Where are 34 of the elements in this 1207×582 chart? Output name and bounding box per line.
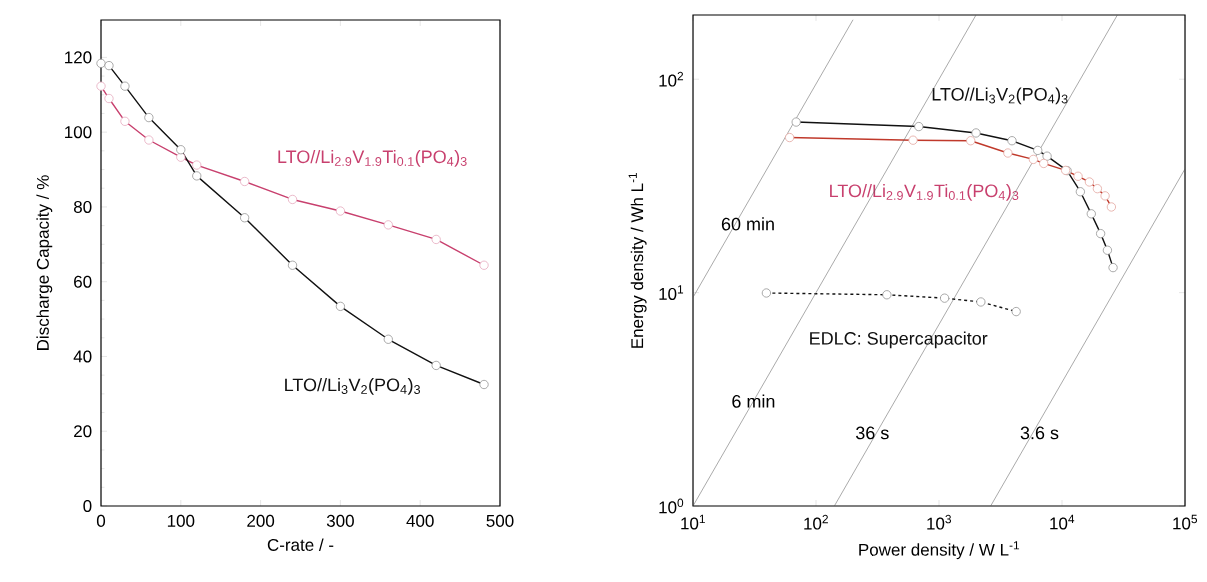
x-tick-label: 200 [247,514,275,527]
annotation: 60 min [721,217,774,231]
y-tick-label: 100 [65,126,92,139]
x-tick-label: 400 [406,514,434,527]
y-tick-label: 40 [73,350,92,363]
x-axis-title: C-rate / - [267,538,334,551]
y-axis-title: Energy density / Wh L$^{-1}$ [628,172,647,348]
x-tick-label: 0 [96,514,106,527]
x-tick-label: 500 [486,514,514,527]
series-label: LTO//Li$_{3}$V$_{2}$(PO$_{4}$)$_{3}$ [285,377,420,395]
x-axis-title: Power density / W L$^{-1}$ [859,541,1020,560]
x-tick-label: 10$^{2}$ [804,514,828,530]
x-tick-label: 10$^{5}$ [1173,514,1198,530]
y-tick-label: 0 [83,499,92,513]
y-tick-label: 10$^{2}$ [659,71,684,87]
annotation: 3.6 s [1020,426,1059,440]
x-tick-label: 10$^{3}$ [927,514,952,530]
annotation: 36 s [856,426,889,440]
text: LTO//Li$_{2.9}$V$_{1.9}$Ti$_{0.1}$(PO$_{4}$)$_{3}$ [830,183,1019,201]
text: LTO//Li$_{2.9}$V$_{1.9}$Ti$_{0.1}$(PO$_{4}$)$_{3}$ [278,149,467,167]
x-tick-label: 100 [167,514,195,527]
annotation: 6 min [732,394,775,408]
x-tick-label: 10$^{1}$ [681,514,705,530]
y-tick-label: 80 [73,200,92,213]
series-label: LTO//Li$_{3}$V$_{2}$(PO$_{4}$)$_{3}$ [932,87,1068,105]
y-tick-label: 120 [65,51,92,64]
y-tick-label: 60 [74,275,92,288]
y-tick-label: 20 [74,425,92,438]
y-axis-title: Discharge Capacity / % [36,175,53,350]
y-tick-label: 10$^{0}$ [659,498,684,514]
x-tick-label: 10$^{4}$ [1050,514,1075,530]
y-tick-label: 10$^{1}$ [659,285,684,300]
x-tick-label: 300 [326,514,354,527]
series-label: EDLC: Supercapacitor [810,331,988,349]
